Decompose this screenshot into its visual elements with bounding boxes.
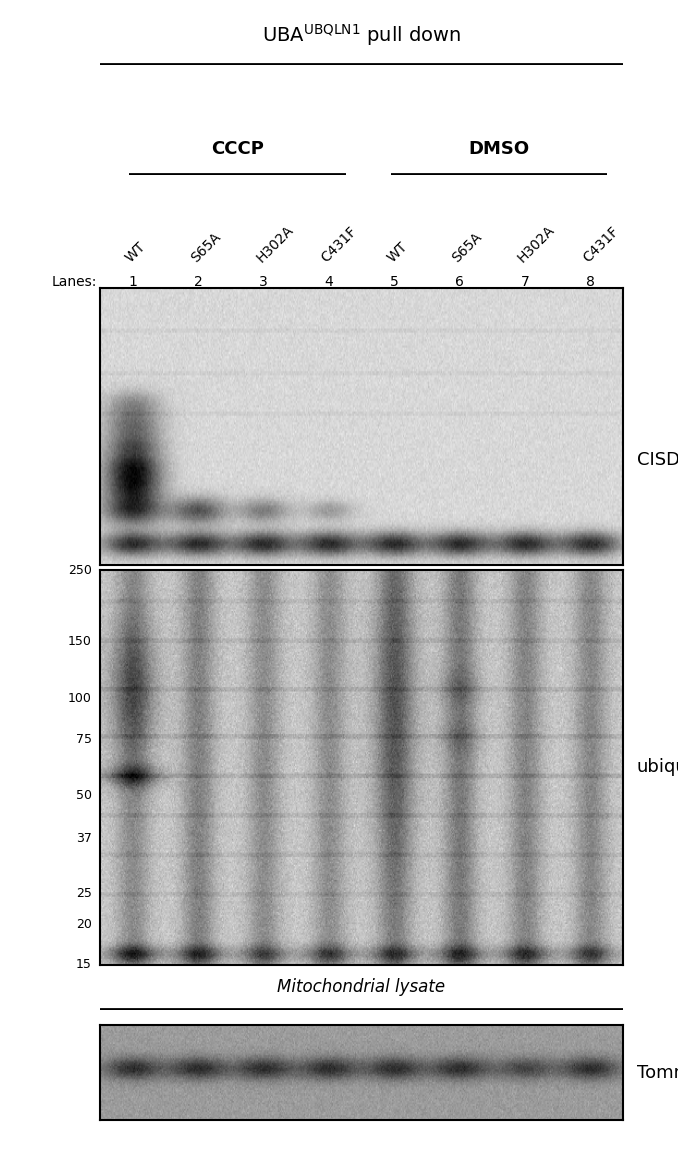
Text: 150: 150 [68,635,92,648]
Text: 5: 5 [390,275,399,289]
Text: 100: 100 [68,692,92,705]
Text: 15: 15 [76,958,92,971]
Text: ubiquitin: ubiquitin [637,759,678,776]
Text: Lanes:: Lanes: [52,275,96,289]
Text: S65A: S65A [188,230,224,265]
Text: C431F: C431F [580,224,622,265]
Text: UBA$^{\mathsf{UBQLN1}}$ pull down: UBA$^{\mathsf{UBQLN1}}$ pull down [262,22,461,48]
Text: DMSO: DMSO [468,140,530,158]
Text: 3: 3 [259,275,268,289]
Text: 37: 37 [76,832,92,845]
Text: 2: 2 [194,275,203,289]
Text: 50: 50 [76,789,92,803]
Text: Tomm70: Tomm70 [637,1063,678,1082]
Text: CCCP: CCCP [211,140,264,158]
Text: 250: 250 [68,564,92,576]
Text: S65A: S65A [450,230,485,265]
Text: WT: WT [384,239,410,265]
Text: CISD1: CISD1 [637,450,678,469]
Text: 6: 6 [455,275,464,289]
Text: 20: 20 [76,918,92,931]
Text: 4: 4 [325,275,333,289]
Text: Mitochondrial lysate: Mitochondrial lysate [277,978,445,995]
Text: H302A: H302A [515,223,557,265]
Text: WT: WT [123,239,148,265]
Text: 25: 25 [76,887,92,900]
Text: 1: 1 [128,275,137,289]
Text: C431F: C431F [319,224,360,265]
Text: 8: 8 [586,275,595,289]
Text: 7: 7 [521,275,530,289]
Text: H302A: H302A [254,223,296,265]
Text: 75: 75 [76,733,92,746]
